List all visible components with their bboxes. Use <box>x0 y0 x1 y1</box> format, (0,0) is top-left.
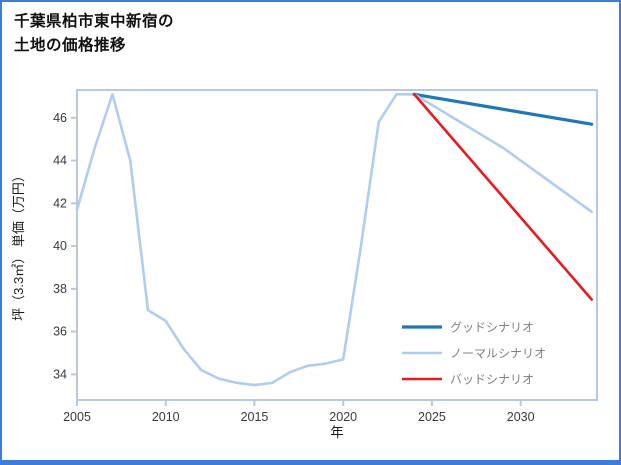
chart-title: 千葉県柏市東中新宿の 土地の価格推移 <box>14 10 174 58</box>
series-bad-scenario <box>412 92 593 301</box>
x-tick-label: 2025 <box>418 410 446 424</box>
y-tick-label: 40 <box>53 239 67 253</box>
y-axis: 34 36 38 40 42 44 46 <box>53 111 76 381</box>
chart-title-line2: 土地の価格推移 <box>14 37 127 55</box>
y-tick-label: 44 <box>53 154 67 168</box>
plot-frame <box>76 89 598 401</box>
x-tick-label: 2005 <box>63 410 91 424</box>
y-tick-label: 38 <box>53 282 67 296</box>
legend-item-bad-scenario: バッドシナリオ <box>402 373 534 387</box>
x-tick-label: 2020 <box>329 410 357 424</box>
x-tick-label: 2030 <box>507 410 535 424</box>
legend-label: ノーマルシナリオ <box>450 347 546 361</box>
y-tick-label: 46 <box>53 111 67 125</box>
legend-item-good-scenario: グッドシナリオ <box>402 321 534 335</box>
chart-title-line1: 千葉県柏市東中新宿の <box>14 13 175 30</box>
legend-label: バッドシナリオ <box>450 373 534 387</box>
land-price-trend-line-chart: 2005 2010 2015 2020 2025 2030 34 36 38 40 42 44 46 年 坪… <box>11 89 598 440</box>
y-tick-label: 36 <box>53 325 67 339</box>
legend-label: グッドシナリオ <box>450 321 534 335</box>
x-tick-label: 2010 <box>152 410 180 424</box>
x-axis-label: 年 <box>330 425 344 440</box>
x-tick-label: 2015 <box>241 410 269 424</box>
series-normal-scenario <box>412 92 593 214</box>
series-history <box>75 92 416 387</box>
series-good-scenario <box>412 92 594 126</box>
y-tick-label: 34 <box>53 367 67 381</box>
x-axis: 2005 2010 2015 2020 2025 2030 <box>63 401 535 424</box>
y-axis-label: 坪（3.3㎡） 単価（万円） <box>11 169 26 321</box>
y-tick-label: 42 <box>53 196 67 210</box>
legend-item-normal-scenario: ノーマルシナリオ <box>402 347 546 361</box>
series-lines <box>75 92 594 387</box>
